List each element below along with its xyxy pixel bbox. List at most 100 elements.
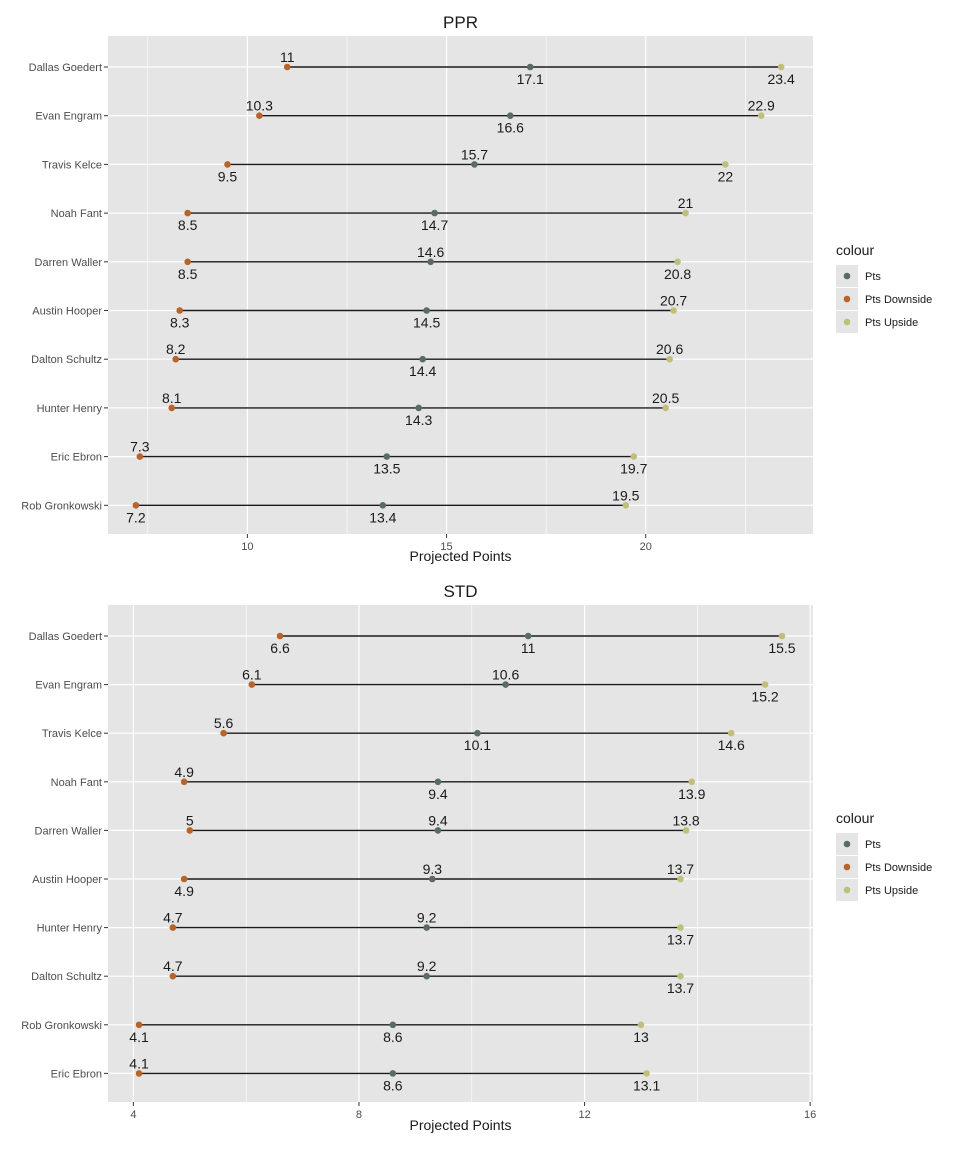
x-tick-label: 15 — [440, 541, 452, 553]
data-label-pts: 9.2 — [417, 910, 437, 926]
data-label-pts-downside: 4.9 — [174, 764, 194, 780]
point-pts — [419, 355, 426, 363]
point-pts-downside — [224, 161, 231, 168]
data-label-pts-upside: 23.4 — [768, 71, 795, 87]
point-pts — [502, 681, 509, 688]
data-label-pts-upside: 19.5 — [612, 487, 639, 503]
y-tick-label: Noah Fant — [51, 777, 102, 789]
data-label-pts-downside: 7.2 — [126, 509, 146, 525]
point-pts-downside — [169, 972, 177, 980]
point-pts-upside — [637, 1021, 645, 1029]
point-pts-downside — [220, 729, 227, 737]
data-label-pts-upside: 15.2 — [751, 689, 778, 705]
point-pts-downside — [172, 355, 180, 363]
x-axis-label: Projected Points — [410, 1117, 512, 1133]
legend-title: colour — [836, 810, 874, 826]
data-label-pts: 9.4 — [428, 812, 448, 828]
chart-ppr: PPR 10 15 20 Projected Points Dallas Goedert E… — [21, 13, 932, 564]
y-tick-label: Evan Engram — [35, 111, 102, 123]
y-tick-label: Dallas Goedert — [29, 631, 102, 643]
point-pts-downside — [180, 875, 188, 883]
data-label-pts-upside: 22 — [718, 168, 734, 184]
y-tick-label: Eric Ebron — [51, 452, 102, 464]
legend-label: Pts — [865, 271, 881, 283]
point-pts-downside — [180, 778, 188, 786]
point-pts-downside — [184, 209, 191, 217]
data-label-pts-upside: 21 — [678, 195, 694, 211]
y-tick-label: Noah Fant — [51, 208, 102, 220]
data-label-pts: 8.6 — [383, 1077, 403, 1093]
point-pts-upside — [682, 827, 690, 834]
point-pts — [524, 632, 532, 640]
point-pts-upside — [666, 355, 673, 363]
legend-marker — [843, 295, 851, 303]
point-pts-downside — [169, 924, 177, 931]
point-pts — [415, 404, 422, 412]
point-pts — [434, 827, 442, 834]
point-pts-upside — [670, 307, 677, 314]
legend-label: Pts — [865, 839, 881, 851]
x-tick-label: 12 — [578, 1109, 590, 1121]
point-pts — [423, 972, 430, 980]
data-label-pts: 14.4 — [409, 363, 436, 379]
point-pts-upside — [757, 112, 765, 119]
point-pts — [423, 307, 430, 314]
data-label-pts: 14.6 — [417, 244, 444, 260]
data-label-pts: 17.1 — [517, 71, 544, 87]
data-label-pts-upside: 22.9 — [748, 98, 775, 114]
y-tick-label: Hunter Henry — [37, 403, 103, 415]
y-tick-label: Rob Gronkowski — [21, 1020, 102, 1032]
point-pts — [389, 1070, 397, 1077]
data-label-pts-upside: 13.8 — [672, 812, 699, 828]
data-label-pts-downside: 9.5 — [218, 168, 238, 184]
point-pts-downside — [135, 1021, 143, 1029]
x-tick-label: 20 — [640, 541, 652, 553]
data-label-pts-downside: 8.3 — [170, 315, 190, 331]
y-tick-label: Dalton Schultz — [31, 971, 102, 983]
point-pts-upside — [677, 972, 684, 980]
data-label-pts-upside: 20.5 — [652, 390, 679, 406]
data-label-pts-downside: 8.2 — [166, 341, 186, 357]
data-label-pts-upside: 20.7 — [660, 293, 687, 309]
point-pts — [434, 778, 442, 786]
data-label-pts-downside: 6.6 — [270, 640, 290, 656]
data-label-pts-upside: 13.7 — [667, 861, 694, 877]
legend-label: Pts Downside — [865, 862, 932, 874]
point-pts-downside — [132, 502, 140, 509]
x-axis-label: Projected Points — [410, 548, 512, 564]
point-pts-upside — [688, 778, 696, 786]
y-tick-label: Darren Waller — [35, 825, 103, 837]
legend-marker — [843, 318, 851, 326]
legend-marker — [843, 863, 851, 871]
legend-marker — [843, 886, 851, 894]
point-pts — [379, 502, 387, 509]
data-label-pts: 13.5 — [373, 461, 400, 477]
y-tick-label: Hunter Henry — [37, 923, 103, 935]
point-pts — [431, 209, 438, 217]
point-pts-downside — [184, 258, 191, 266]
data-label-pts-downside: 4.1 — [129, 1055, 149, 1071]
point-pts-downside — [256, 112, 263, 119]
data-label-pts-upside: 13.7 — [667, 980, 694, 996]
point-pts-upside — [674, 258, 681, 266]
y-tick-label: Dallas Goedert — [29, 62, 102, 74]
legend-title: colour — [836, 242, 874, 258]
data-label-pts-upside: 20.8 — [664, 266, 691, 282]
data-label-pts: 9.2 — [417, 958, 437, 974]
data-label-pts-upside: 13 — [633, 1029, 649, 1045]
x-tick-label: 4 — [130, 1109, 136, 1121]
point-pts-upside — [677, 924, 684, 931]
point-pts-downside — [176, 307, 183, 314]
point-pts-upside — [727, 729, 735, 737]
point-pts-upside — [622, 502, 630, 509]
point-pts — [423, 924, 430, 931]
y-tick-label: Austin Hooper — [32, 306, 102, 318]
data-label-pts: 14.7 — [421, 217, 448, 233]
chart-title: PPR — [443, 13, 478, 32]
point-pts — [526, 63, 534, 71]
legend-marker — [843, 840, 851, 848]
data-label-pts: 15.7 — [461, 146, 488, 162]
data-label-pts-downside: 4.7 — [163, 910, 183, 926]
y-tick-label: Travis Kelce — [42, 728, 102, 740]
data-label-pts-upside: 14.6 — [718, 737, 745, 753]
